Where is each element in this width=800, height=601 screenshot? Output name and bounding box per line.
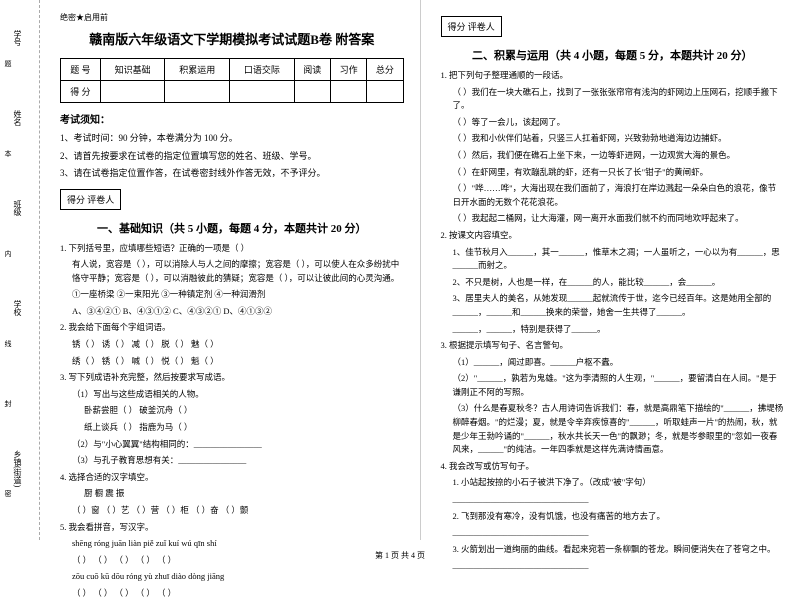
- page-footer: 第 1 页 共 4 页: [0, 550, 800, 561]
- pinyin-line: zōu cuō kū dōu róng yù zhuī diào dòng ji…: [60, 570, 404, 584]
- mark: 封: [3, 400, 13, 407]
- question: 1. 把下列句子整理通顺的一段话。: [441, 69, 785, 83]
- header-cell: 总分: [367, 59, 403, 81]
- mark: 内: [3, 250, 13, 257]
- ordered-line: （ ）在虾网里，有欢蹦乱跳的虾，还有一只长了长"钳子"的黄闸虾。: [441, 166, 785, 180]
- header-cell: 积累运用: [165, 59, 230, 81]
- question: 2. 按课文内容填空。: [441, 229, 785, 243]
- score-cell[interactable]: [100, 81, 165, 103]
- mark: 本: [3, 150, 13, 157]
- sidebar-label: 姓名: [12, 110, 23, 126]
- fill-line: ______，______，特别是获得了______。: [441, 323, 785, 337]
- notice-item: 2、请首先按要求在试卷的指定位置填写您的姓名、班级、学号。: [60, 150, 404, 164]
- question: 5. 我会看拼音，写汉字。: [60, 521, 404, 535]
- score-cell[interactable]: [330, 81, 366, 103]
- ordered-line: （ ）我起起二桶网，让大海灌，网一离开水面我们就不约而同地欢呼起来了。: [441, 212, 785, 226]
- question-sub: （1）写出与这些成语相关的人物。: [60, 388, 404, 402]
- section-title: 一、基础知识（共 5 小题，每题 4 分，本题共计 20 分）: [60, 220, 404, 236]
- question-opts: ①一座桥梁 ②一束阳光 ③一种镇定剂 ④一种润滑剂: [60, 288, 404, 302]
- sidebar-label: 乡镇(街道): [12, 450, 23, 487]
- right-column: 得分 评卷人 二、积累与运用（共 4 小题，每题 5 分，本题共计 20 分） …: [421, 0, 800, 540]
- notice-title: 考试须知：: [60, 111, 404, 126]
- answer-line: （ ） （ ） （ ） （ ） （ ）: [60, 587, 404, 601]
- left-column: 绝密★启用前 赣南版六年级语文下学期模拟考试试题B卷 附答案 题 号 知识基础 …: [40, 0, 421, 540]
- pinyin-line: shēng róng juān liàn piě zuǐ kuí wú qīn …: [60, 537, 404, 551]
- notice-item: 1、考试时间：90 分钟，本卷满分为 100 分。: [60, 132, 404, 146]
- rewrite-item: 2. 飞到那没有寒冷，没有饥饿，也没有痛苦的地方去了。: [441, 510, 785, 524]
- question-sub: （2）与"小心翼翼"结构相同的：________________: [60, 438, 404, 452]
- score-cell[interactable]: [165, 81, 230, 103]
- page-container: 学号 姓名 班级 学校 乡镇(街道) 题 本 内 线 封 密 绝密★启用前 赣南…: [0, 0, 800, 540]
- question-line: 锈（ ） 诱（ ） 减（ ） 脱（ ） 魅（ ）: [60, 338, 404, 352]
- question: 1. 下列括号里，应填哪些短语？正确的一项是（ ）: [60, 242, 404, 256]
- question: 3. 写下列成语补充完整，然后按要求写成语。: [60, 371, 404, 385]
- fill-line: 3、居里夫人的美名，从她发现______起就流传于世，迄今已经百年。这是她用全部…: [441, 292, 785, 319]
- header-cell: 题 号: [61, 59, 101, 81]
- score-cell[interactable]: [294, 81, 330, 103]
- ordered-line: （ ）"哗……哗"，大海出现在我们面前了，海浪打在岸边溅起一朵朵白色的浪花，像节…: [441, 182, 785, 209]
- answer-blank[interactable]: ________________________________: [441, 559, 785, 573]
- binding-sidebar: 学号 姓名 班级 学校 乡镇(街道) 题 本 内 线 封 密: [0, 0, 40, 540]
- question-body: 有人说，宽容是（ ），可以消除人与人之间的摩擦；宽容是（ ），可以使人在众多纷扰…: [60, 258, 404, 285]
- header-cell: 习作: [330, 59, 366, 81]
- fill-line: 2、不只是树，人也是一样，在______的人，能比较______，会______…: [441, 276, 785, 290]
- ordered-line: （ ）我和小伙伴们站着，只竖三人扛着虾网，兴致勃勃地道海边边捕虾。: [441, 132, 785, 146]
- score-table: 题 号 知识基础 积累运用 口语交际 阅读 习作 总分 得 分: [60, 58, 404, 103]
- score-box: 得分 评卷人: [441, 16, 502, 37]
- answer-blank[interactable]: ________________________________: [441, 526, 785, 540]
- fill-line: 1、佳节秋月入______，其一______，惟草木之凋；一人虽听之，一心以为有…: [441, 246, 785, 273]
- question-line: 绣（ ） 锈（ ） 喊（ ） 悦（ ） 魁（ ）: [60, 355, 404, 369]
- table-row: 得 分: [61, 81, 404, 103]
- table-row: 题 号 知识基础 积累运用 口语交际 阅读 习作 总分: [61, 59, 404, 81]
- rewrite-item: 1. 小站起按捺的小石子被洪下净了。（改成"被"字句）: [441, 476, 785, 490]
- sidebar-label: 学号: [12, 30, 23, 46]
- fill-line: （3）什么是春夏秋冬？古人用诗词告诉我们：春，就是高鼎笔下描绘的"______，…: [441, 402, 785, 456]
- question: 3. 根据提示填写句子、名言警句。: [441, 339, 785, 353]
- fill-line: （1）______，闻过即喜。______户枢不蠹。: [441, 356, 785, 370]
- score-box: 得分 评卷人: [60, 189, 121, 210]
- row-label: 得 分: [61, 81, 101, 103]
- answer-blank[interactable]: ________________________________: [441, 493, 785, 507]
- question-choices: A、③④②① B、④③①② C、④③②① D、④①③②: [60, 305, 404, 319]
- score-cell[interactable]: [367, 81, 403, 103]
- ordered-line: （ ）我们在一块大礁石上，找到了一张张张帘帘有浅沟的虾网边上压网石，挖顺手搬下了…: [441, 86, 785, 113]
- header-cell: 知识基础: [100, 59, 165, 81]
- mark: 题: [3, 60, 13, 67]
- question: 4. 选择合适的汉字填空。: [60, 471, 404, 485]
- question-line: （ ）窗 （ ）艺 （ ）营 （ ）柜 （ ）奋 （ ）颤: [60, 504, 404, 518]
- mark: 密: [3, 490, 13, 497]
- sidebar-label: 学校: [12, 300, 23, 316]
- fill-line: （2）"______，孰若为鬼雄。"这为李清照的人生观，"______，要留清白…: [441, 372, 785, 399]
- question-chars: 厨 橱 震 振: [60, 487, 404, 501]
- exam-title: 赣南版六年级语文下学期模拟考试试题B卷 附答案: [60, 29, 404, 48]
- mark: 线: [3, 340, 13, 347]
- question-line: 卧薪尝胆（ ） 破釜沉舟（ ）: [60, 404, 404, 418]
- question-sub: （3）与孔子教育思想有关：________________: [60, 454, 404, 468]
- question: 4. 我会改写或仿写句子。: [441, 460, 785, 474]
- question-line: 纸上谈兵（ ） 指鹿为马（ ）: [60, 421, 404, 435]
- header-cell: 口语交际: [230, 59, 295, 81]
- section-title: 二、积累与运用（共 4 小题，每题 5 分，本题共计 20 分）: [441, 47, 785, 63]
- ordered-line: （ ）等了一会儿，该起网了。: [441, 116, 785, 130]
- ordered-line: （ ）然后，我们便在礁石上坐下来，一边等虾进网，一边观赏大海的景色。: [441, 149, 785, 163]
- confidential-mark: 绝密★启用前: [60, 12, 404, 23]
- header-cell: 阅读: [294, 59, 330, 81]
- question: 2. 我会给下面每个字组词语。: [60, 321, 404, 335]
- sidebar-label: 班级: [12, 200, 23, 216]
- notice-item: 3、请在试卷指定位置作答，在试卷密封线外作答无效，不予评分。: [60, 167, 404, 181]
- score-cell[interactable]: [230, 81, 295, 103]
